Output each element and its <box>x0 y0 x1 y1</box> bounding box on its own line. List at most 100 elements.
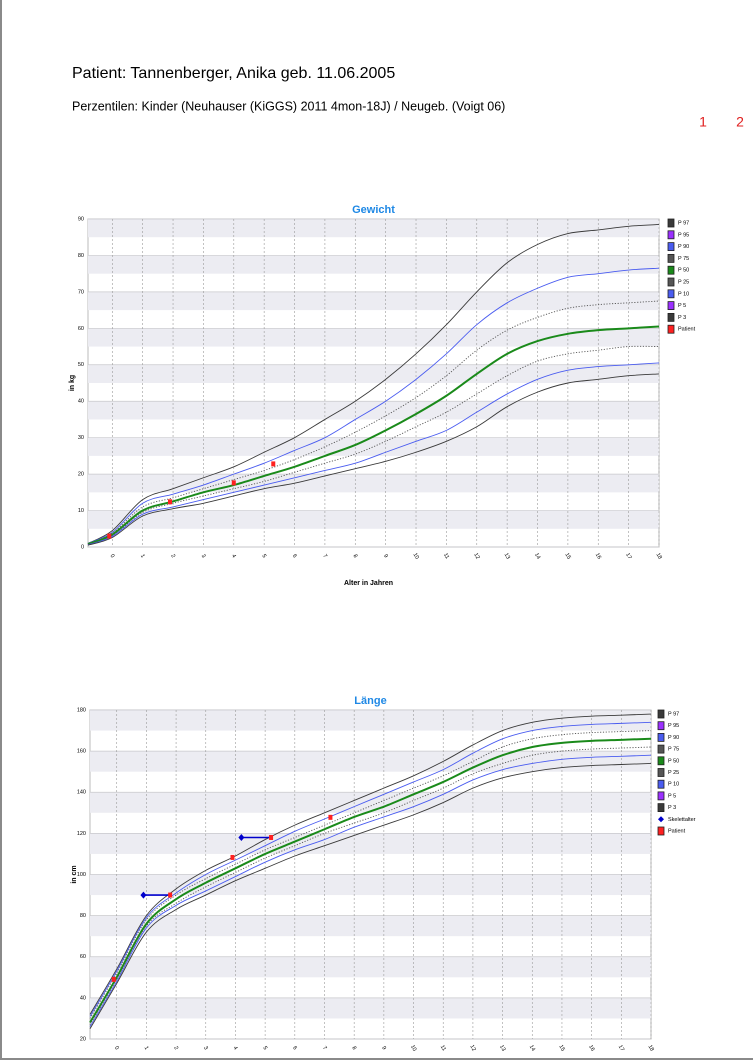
legend-swatch <box>657 791 665 801</box>
page-number[interactable]: 1 <box>699 114 707 130</box>
y-tick-label: 60 <box>78 326 84 332</box>
y-tick-label: 0 <box>81 544 84 550</box>
legend-label: Patient <box>668 828 686 834</box>
chart-title: Länge <box>354 695 386 707</box>
legend-swatch <box>657 803 665 812</box>
x-tick-label: 14 <box>528 1044 536 1052</box>
legend-swatch <box>657 733 665 742</box>
y-tick-label: 80 <box>80 913 86 919</box>
percentile-curve <box>89 763 652 1029</box>
legend-swatch <box>667 312 675 322</box>
legend-label: P 95 <box>668 723 679 729</box>
legend-swatch <box>657 744 665 754</box>
percentile-curve <box>89 737 652 1024</box>
x-tick-label: 4 <box>230 553 237 559</box>
legend-label: P 25 <box>668 770 679 776</box>
grid-band <box>90 956 651 978</box>
legend-swatch <box>667 277 675 287</box>
patient-point <box>168 499 173 505</box>
legend-swatch <box>657 779 665 789</box>
x-tick-label: 5 <box>260 553 267 559</box>
legend-label: P 5 <box>678 303 686 309</box>
y-tick-label: 20 <box>80 1036 86 1042</box>
grid-band <box>88 510 659 529</box>
x-tick-label: 14 <box>533 552 541 560</box>
patient-point <box>271 461 276 467</box>
x-tick-label: 16 <box>594 552 602 560</box>
grid-band <box>90 710 651 731</box>
y-tick-label: 100 <box>77 872 86 878</box>
percentile-curve <box>87 300 660 545</box>
x-tick-label: 1 <box>143 1045 150 1051</box>
legend-label: Patient <box>678 327 696 333</box>
x-tick-label: 8 <box>350 1045 357 1051</box>
percentile-curve <box>87 345 660 545</box>
x-tick-label: 11 <box>439 1044 447 1052</box>
legend-label: P 10 <box>668 782 679 788</box>
patient-point <box>269 834 274 840</box>
x-tick-label: 13 <box>498 1044 506 1052</box>
skeletal-age-point <box>140 891 147 899</box>
x-tick-label: 7 <box>321 1045 328 1051</box>
grid-band <box>88 291 659 311</box>
legend-label: P 97 <box>668 711 679 717</box>
patient-point <box>328 814 333 820</box>
percentile-curve <box>89 754 652 1027</box>
y-tick-label: 160 <box>77 749 86 755</box>
legend-label: Skelettalter <box>668 817 696 823</box>
x-tick-label: 9 <box>380 1045 387 1051</box>
x-tick-label: 1 <box>139 553 146 559</box>
patient-point <box>231 480 236 486</box>
x-tick-label: 15 <box>563 552 571 560</box>
percentile-source: Perzentilen: Kinder (Neuhauser (KiGGS) 2… <box>72 99 505 113</box>
percentile-curve <box>87 362 660 546</box>
y-tick-label: 40 <box>80 995 86 1001</box>
legend-label: P 50 <box>668 758 679 764</box>
legend-label: P 3 <box>668 805 676 811</box>
legend-swatch <box>667 218 675 228</box>
grid-band <box>88 328 659 347</box>
x-tick-label: 0 <box>109 553 116 559</box>
legend-label: P 75 <box>668 747 679 753</box>
legend-label: P 95 <box>678 232 689 238</box>
grid-band <box>88 255 659 274</box>
x-tick-label: 2 <box>172 1045 179 1051</box>
x-tick-label: 6 <box>291 553 298 559</box>
legend-label: P 90 <box>678 244 689 250</box>
y-tick-label: 90 <box>78 216 84 222</box>
grid-band <box>90 792 651 813</box>
grid-band <box>88 474 659 493</box>
x-tick-label: 11 <box>442 552 450 560</box>
legend-swatch <box>667 230 675 240</box>
x-tick-label: 3 <box>202 1045 209 1051</box>
y-tick-label: 40 <box>78 399 84 405</box>
legend-label: P 10 <box>678 291 689 297</box>
legend-label: P 5 <box>668 793 676 799</box>
patient-title: Patient: Tannenberger, Anika geb. 11.06.… <box>72 65 395 82</box>
x-tick-label: 0 <box>113 1045 120 1051</box>
x-tick-label: 10 <box>409 1044 417 1052</box>
x-tick-label: 17 <box>617 1044 625 1052</box>
x-tick-label: 12 <box>468 1044 476 1052</box>
x-tick-label: 4 <box>232 1045 239 1051</box>
percentile-curve <box>87 373 660 546</box>
legend-swatch <box>667 253 675 263</box>
x-tick-label: 2 <box>169 553 176 559</box>
page-number[interactable]: 2 <box>736 114 744 130</box>
x-tick-label: 15 <box>557 1044 565 1052</box>
y-tick-label: 70 <box>78 289 84 295</box>
legend-swatch <box>667 289 675 299</box>
y-tick-label: 80 <box>78 253 84 259</box>
patient-point <box>230 854 235 860</box>
y-tick-label: 20 <box>78 472 84 478</box>
patient-point <box>107 533 112 539</box>
legend-label: P 97 <box>678 220 689 226</box>
percentile-curve <box>87 325 660 546</box>
grid-band <box>90 833 651 854</box>
grid-band <box>90 751 651 772</box>
skeletal-age-point <box>238 833 245 841</box>
x-tick-label: 5 <box>261 1045 268 1051</box>
x-tick-label: 12 <box>472 552 480 560</box>
